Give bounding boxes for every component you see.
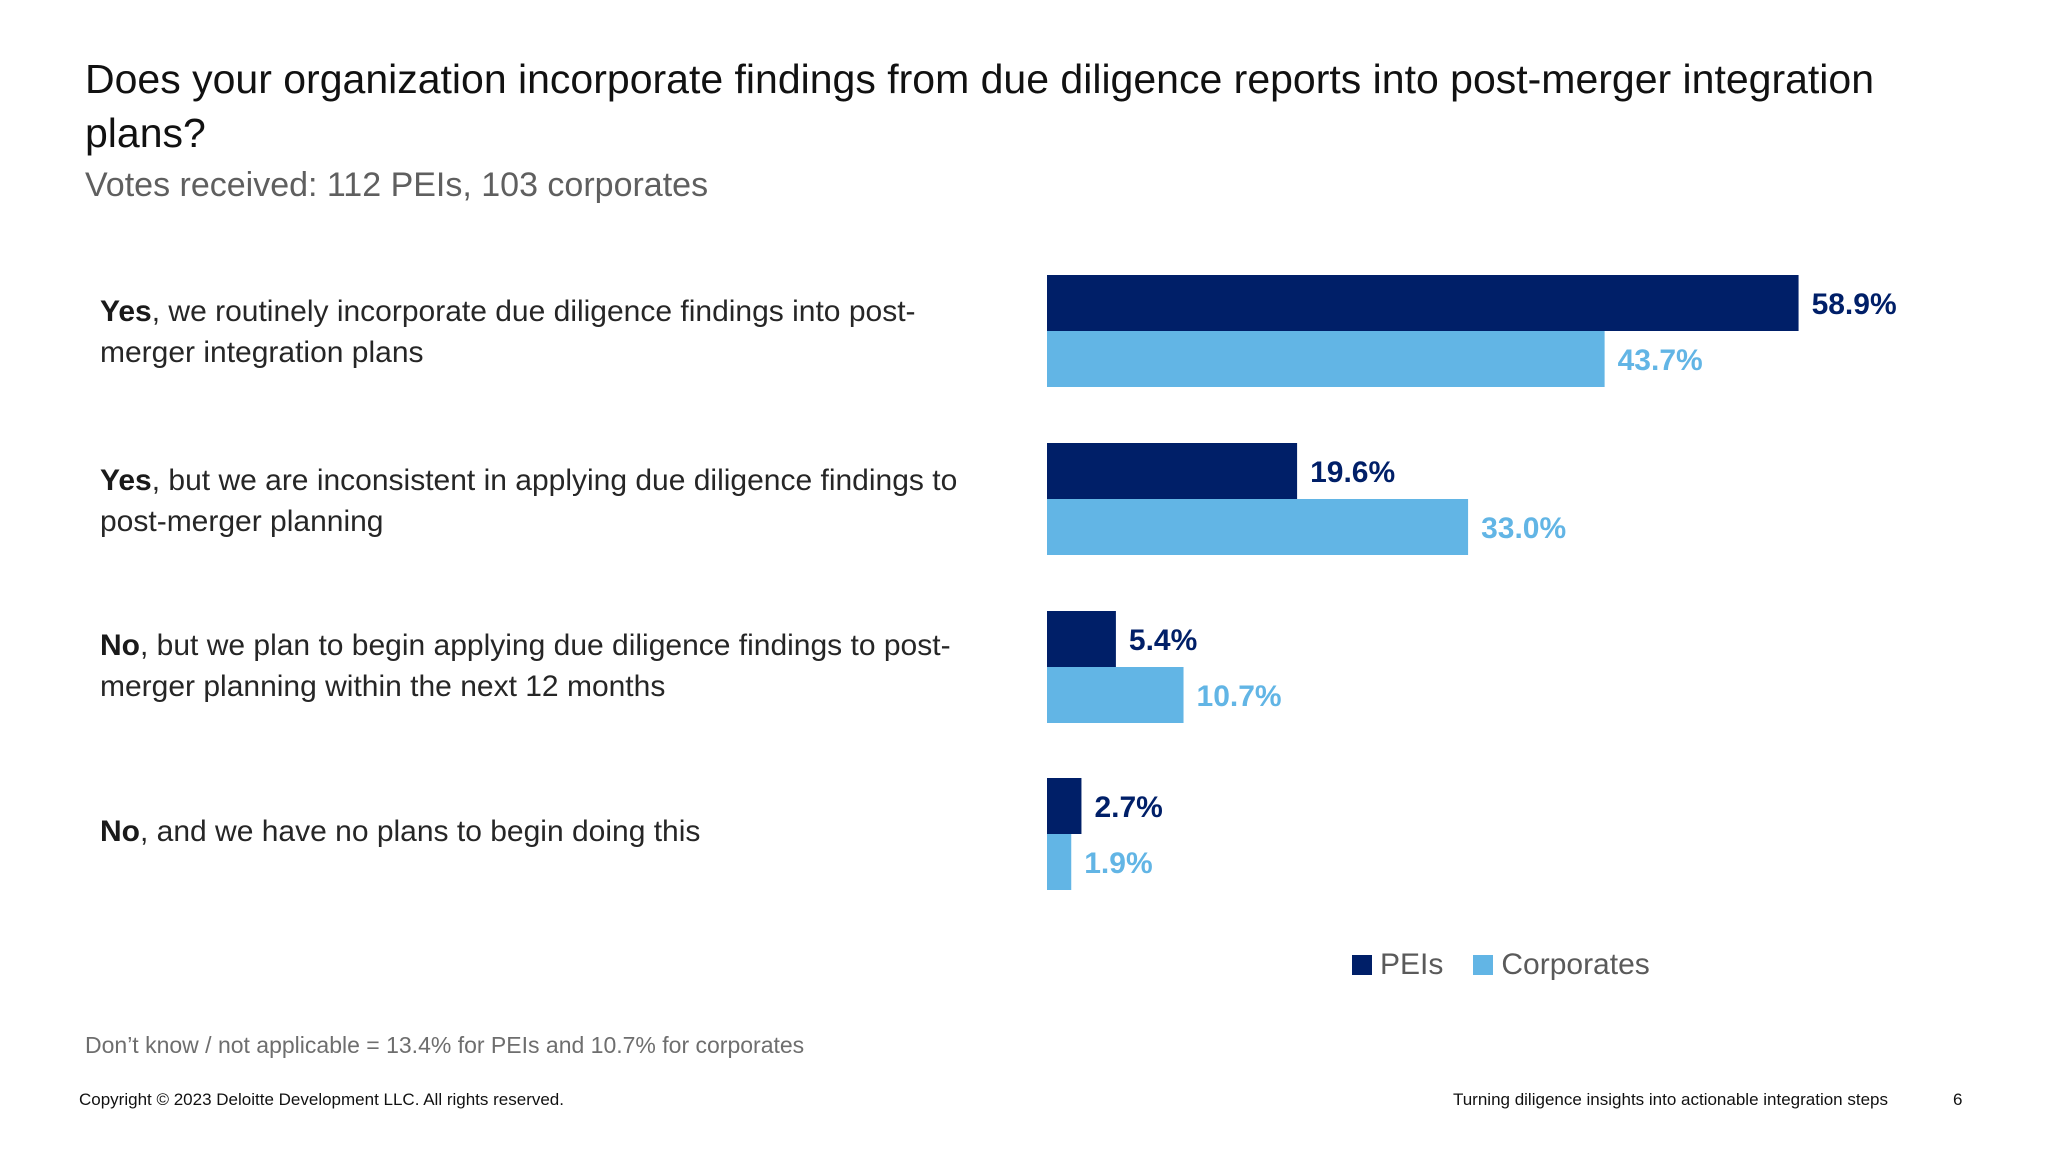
copyright-text: Copyright © 2023 Deloitte Development LL… [79, 1090, 564, 1109]
data-label-peis-1: 58.9% [1812, 288, 1897, 321]
legend-label-corporates: Corporates [1501, 948, 1650, 981]
bar-peis-2 [1047, 443, 1298, 499]
bar-corporates-3 [1047, 667, 1184, 723]
data-label-peis-4: 2.7% [1094, 791, 1162, 824]
category-label-3-text: , but we plan to begin applying due dili… [100, 629, 951, 703]
category-label-3-bold: No [100, 629, 140, 662]
category-label-2: Yes, but we are inconsistent in applying… [100, 460, 1000, 542]
data-label-corporates-3: 10.7% [1197, 680, 1282, 713]
data-label-corporates-1: 43.7% [1618, 344, 1703, 377]
category-label-3: No, but we plan to begin applying due di… [100, 625, 1000, 707]
page-subtitle: Votes received: 112 PEIs, 103 corporates [85, 166, 709, 204]
data-label-peis-2: 19.6% [1310, 456, 1395, 489]
chart-legend: PEIs Corporates [1352, 948, 1680, 982]
page-title: Does your organization incorporate findi… [85, 56, 1875, 156]
category-label-4-text: , and we have no plans to begin doing th… [140, 815, 701, 848]
data-label-corporates-4: 1.9% [1084, 847, 1152, 880]
data-label-corporates-2: 33.0% [1481, 512, 1566, 545]
legend-swatch-peis [1352, 955, 1372, 975]
legend-label-peis: PEIs [1380, 948, 1444, 981]
category-label-2-bold: Yes [100, 464, 152, 497]
bar-peis-4 [1047, 778, 1082, 834]
bar-peis-1 [1047, 275, 1799, 331]
bar-corporates-2 [1047, 499, 1469, 555]
page-number: 6 [1953, 1090, 1963, 1109]
bar-corporates-4 [1047, 834, 1072, 890]
data-label-peis-3: 5.4% [1129, 624, 1197, 657]
legend-item-peis: PEIs [1352, 948, 1443, 982]
footer-title: Turning diligence insights into actionab… [1452, 1090, 1888, 1109]
category-label-1: Yes, we routinely incorporate due dilige… [100, 291, 1000, 373]
bar-corporates-1 [1047, 331, 1605, 387]
legend-item-corporates: Corporates [1473, 948, 1650, 982]
category-label-4-bold: No [100, 815, 140, 848]
category-label-1-text: , we routinely incorporate due diligence… [100, 295, 916, 369]
category-label-4: No, and we have no plans to begin doing … [100, 811, 1000, 852]
footnote: Don’t know / not applicable = 13.4% for … [85, 1032, 805, 1058]
category-label-1-bold: Yes [100, 295, 152, 328]
bar-peis-3 [1047, 611, 1116, 667]
legend-swatch-corporates [1473, 955, 1494, 975]
category-label-2-text: , but we are inconsistent in applying du… [100, 464, 958, 538]
